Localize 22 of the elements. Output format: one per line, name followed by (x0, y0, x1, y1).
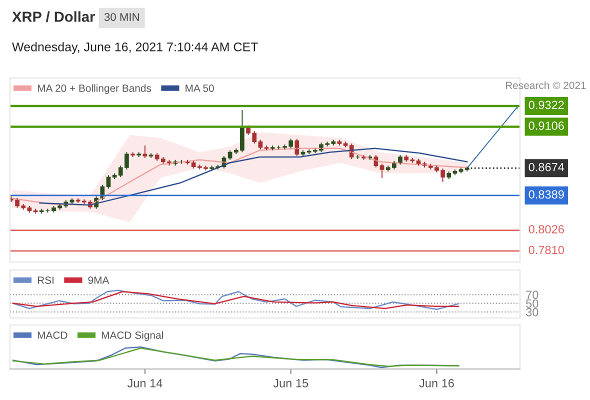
y-tick-label: 30 (526, 308, 538, 316)
legend-label: MA 50 (186, 84, 214, 92)
chart-title: XRP / Dollar (12, 11, 95, 22)
ref-line-label: 0.8389 (528, 190, 564, 199)
ref-line-label: 0.9322 (528, 100, 564, 110)
legend-label: RSI (38, 276, 54, 284)
x-tick-label: Jun 16 (419, 379, 454, 388)
legend-label: MACD (38, 332, 68, 339)
ref-line-label: 0.7810 (528, 246, 564, 254)
legend-label: MACD Signal (102, 331, 163, 341)
chart-subtitle: Wednesday, June 16, 2021 7:10:44 AM CET (12, 42, 258, 54)
x-tick-label: Jun 15 (273, 379, 308, 388)
legend-label: MA 20 + Bollinger Bands (38, 84, 152, 94)
x-tick-label: Jun 14 (127, 379, 162, 388)
y-tick-label: 70 (526, 290, 538, 300)
ref-line-label: 0.8674 (528, 162, 564, 172)
ref-line-label: 0.9106 (528, 122, 564, 130)
ref-line-label: 0.8026 (528, 225, 564, 234)
annotation: Research © 2021 (506, 81, 586, 90)
legend-label: 9MA (88, 276, 110, 284)
text: 30 MIN (104, 13, 139, 21)
y-tick-label: 50 (526, 299, 538, 308)
